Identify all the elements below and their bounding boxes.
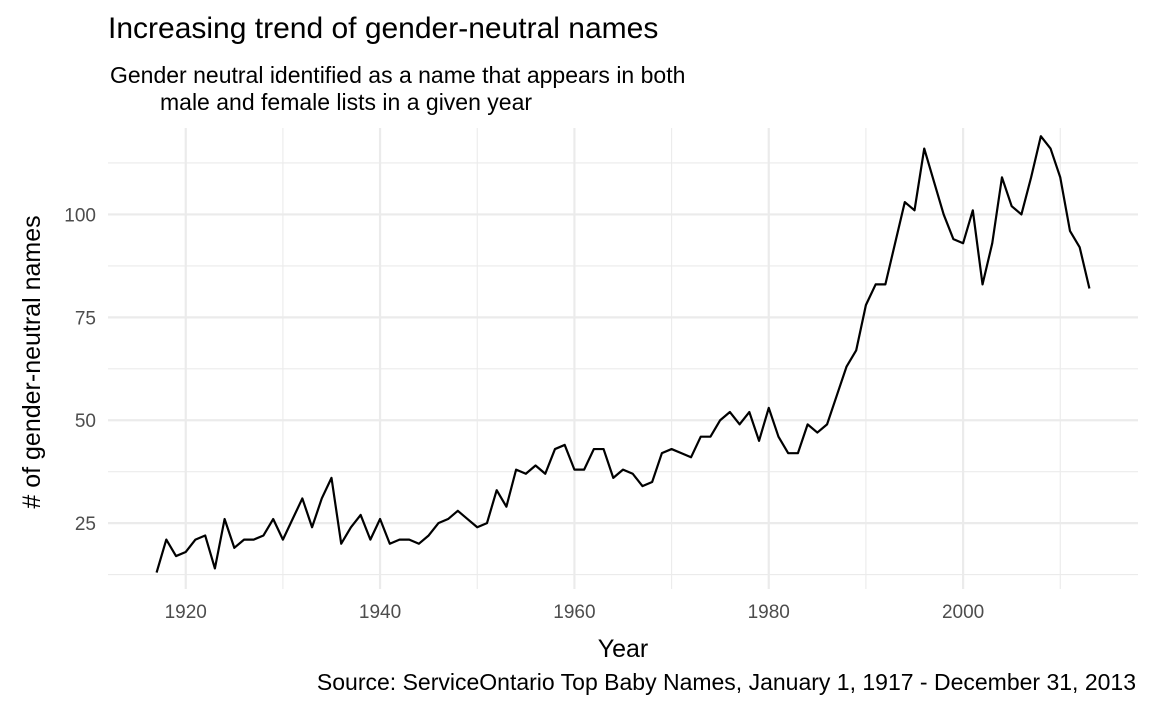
- x-tick-label: 1960: [553, 602, 595, 623]
- series-layer: [155, 135, 1091, 573]
- series-line: [155, 135, 1091, 573]
- x-tick-label: 1920: [165, 602, 207, 623]
- y-tick-label: 50: [75, 411, 96, 432]
- x-axis-ticks: 1920 1940 1960 1980 2000: [165, 602, 985, 623]
- y-tick-label: 75: [75, 308, 96, 329]
- chart-caption: Source: ServiceOntario Top Baby Names, J…: [317, 669, 1136, 695]
- x-axis-title: Year: [598, 635, 649, 663]
- x-tick-label: 2000: [942, 602, 984, 623]
- y-tick-label: 25: [75, 514, 96, 535]
- x-tick-label: 1940: [359, 602, 401, 623]
- x-tick-label: 1980: [748, 602, 790, 623]
- y-axis-ticks: 25 50 75 100: [64, 205, 96, 535]
- y-tick-label: 100: [64, 205, 96, 226]
- y-axis-title: # of gender-neutral names: [18, 215, 46, 508]
- chart-title: Increasing trend of gender-neutral names: [108, 12, 658, 45]
- chart-subtitle-line-1: Gender neutral identified as a name that…: [110, 62, 685, 88]
- grid-lines: [108, 128, 1138, 589]
- chart-subtitle-line-2: male and female lists in a given year: [160, 89, 532, 115]
